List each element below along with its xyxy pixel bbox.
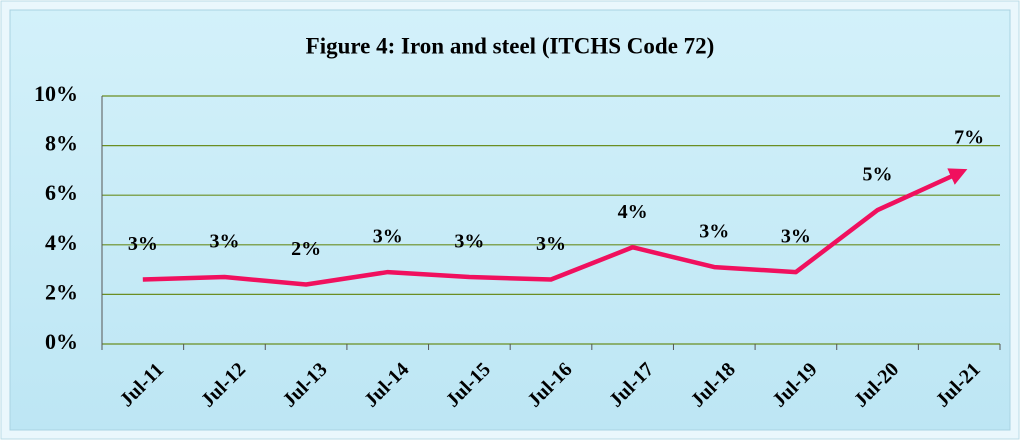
y-tick-label: 2% xyxy=(45,279,78,304)
data-label: 3% xyxy=(699,221,729,243)
data-label: 3% xyxy=(128,233,158,255)
y-tick-label: 6% xyxy=(45,180,78,205)
data-line xyxy=(142,168,968,287)
y-tick-label: 10% xyxy=(34,81,78,106)
data-label: 2% xyxy=(291,238,321,260)
data-label: 3% xyxy=(781,226,811,248)
data-label: 3% xyxy=(209,231,239,253)
chart-panel xyxy=(9,9,1011,431)
chart-title: Figure 4: Iron and steel (ITCHS Code 72) xyxy=(306,33,715,58)
data-label: 4% xyxy=(618,201,648,223)
y-tick-label: 0% xyxy=(45,329,78,354)
data-label: 5% xyxy=(863,164,893,186)
y-tick-label: 4% xyxy=(45,230,78,255)
data-label: 3% xyxy=(373,226,403,248)
data-label: 3% xyxy=(454,231,484,253)
y-tick-label: 8% xyxy=(45,131,78,156)
data-label: 3% xyxy=(536,233,566,255)
data-label: 7% xyxy=(954,126,984,148)
